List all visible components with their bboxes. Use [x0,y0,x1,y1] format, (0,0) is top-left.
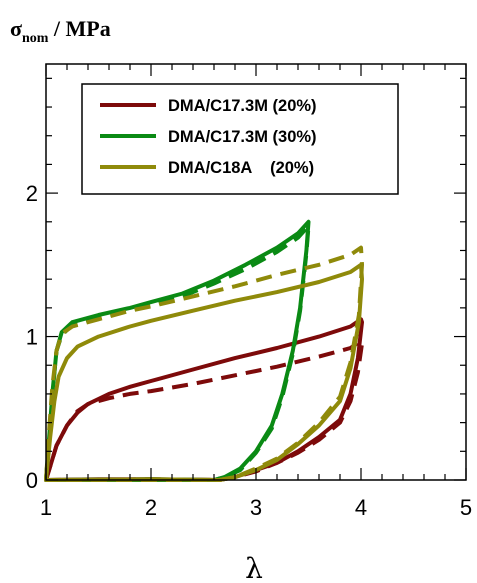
y-axis-title-main: σ [10,16,22,41]
y-tick-label: 2 [26,181,38,206]
y-axis-title: σnom / MPa [10,16,111,46]
series-3-dashed-line [44,245,364,482]
legend-label-3: DMA/C18A (20%) [168,159,314,177]
x-tick-label: 4 [355,495,367,520]
x-axis-title: λ [245,552,263,583]
y-tick-label: 1 [26,325,38,350]
x-tick-label: 2 [145,495,157,520]
x-tick-label: 5 [460,495,472,520]
series-1-solid-line [44,317,364,482]
y-axis-title-sub: nom [22,31,49,46]
y-axis-title-rest: / MPa [48,16,110,41]
x-tick-label: 3 [250,495,262,520]
series-layer [44,219,364,482]
series-3-solid-line [44,262,364,482]
series-1-dashed-line [44,338,364,482]
legend-box [81,83,399,195]
legend-label-2: DMA/C17.3M (30%) [168,128,317,146]
x-tick-label: 1 [40,495,52,520]
legend: DMA/C17.3M (20%) DMA/C17.3M (30%) DMA/C18A… [81,83,399,195]
y-tick-label: 0 [26,468,38,493]
series-2-dashed-line [44,224,311,482]
legend-label-1: DMA/C17.3M (20%) [168,97,317,115]
